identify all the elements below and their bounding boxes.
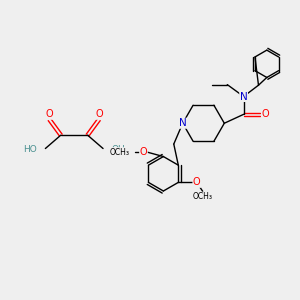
Text: OCH₃: OCH₃ xyxy=(193,192,213,201)
Text: O: O xyxy=(96,109,103,119)
Text: HO: HO xyxy=(23,145,37,154)
Text: N: N xyxy=(179,118,187,128)
Text: OCH₃: OCH₃ xyxy=(110,148,130,157)
Text: O: O xyxy=(45,109,53,119)
Text: N: N xyxy=(240,92,248,101)
Text: O: O xyxy=(193,177,200,188)
Text: O: O xyxy=(128,152,129,153)
Text: O: O xyxy=(262,109,269,119)
Text: OH: OH xyxy=(111,145,125,154)
Text: O: O xyxy=(140,147,147,157)
